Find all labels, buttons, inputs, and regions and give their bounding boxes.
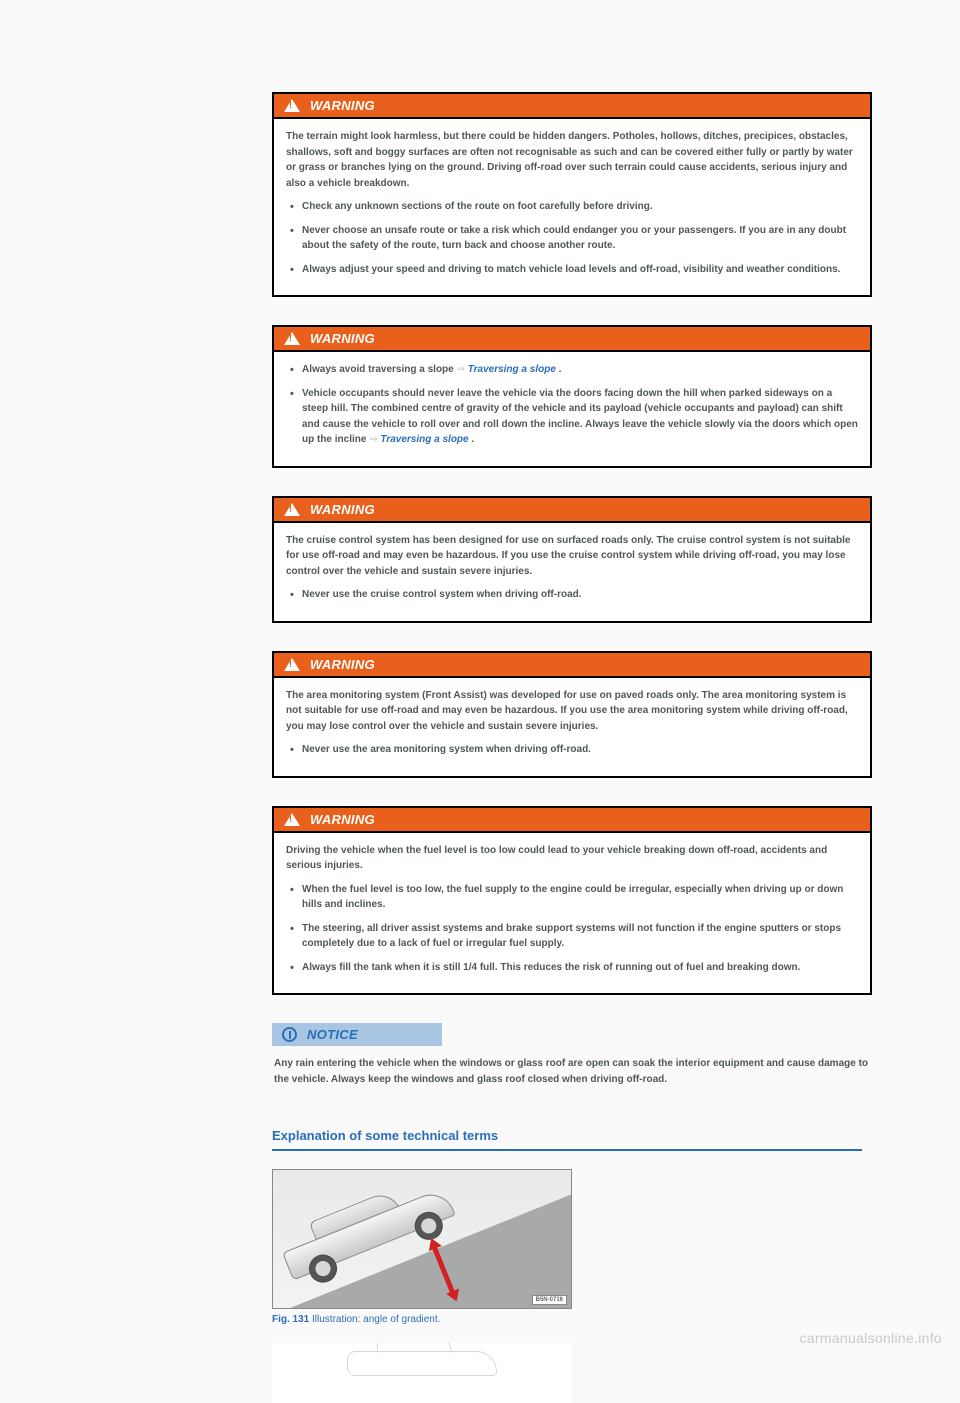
notice-box: NOTICE Any rain entering the vehicle whe… [272,1023,872,1099]
warning-body: The cruise control system has been desig… [274,523,870,621]
warning-body: Always avoid traversing a slope ⇒ Traver… [274,352,870,466]
notice-info-icon [282,1027,297,1042]
warning-label: WARNING [310,331,375,346]
warning-bullet: Never choose an unsafe route or take a r… [288,223,858,254]
warning-intro: The area monitoring system (Front Assist… [286,688,858,735]
notice-body: Any rain entering the vehicle when the w… [272,1046,872,1099]
warning-box-4: WARNING The area monitoring system (Fron… [272,651,872,778]
notice-label: NOTICE [307,1027,358,1042]
warning-triangle-icon [284,658,300,671]
figure-partial [272,1343,572,1403]
warning-intro: The terrain might look harmless, but the… [286,129,858,191]
warning-triangle-icon [284,332,300,345]
warning-bullet: When the fuel level is too low, the fuel… [288,882,858,913]
figure-code-label: B5N-0716 [532,1295,567,1305]
cross-ref-link[interactable]: Traversing a slope [380,434,468,445]
warning-body: The terrain might look harmless, but the… [274,119,870,295]
warning-box-3: WARNING The cruise control system has be… [272,496,872,623]
section-title-wrap: Explanation of some technical terms [272,1127,862,1151]
bullet-text: Always avoid traversing a slope [302,364,457,375]
warning-label: WARNING [310,502,375,517]
notice-text: Any rain entering the vehicle when the w… [274,1056,870,1087]
warning-intro: Driving the vehicle when the fuel level … [286,843,858,874]
warning-bullet: Never use the area monitoring system whe… [288,742,858,758]
warning-bullet: Always adjust your speed and driving to … [288,262,858,278]
warning-label: WARNING [310,812,375,827]
warning-label: WARNING [310,657,375,672]
warning-triangle-icon [284,503,300,516]
bullet-text: . [469,434,475,445]
figure-caption: Fig. 131 Illustration: angle of gradient… [272,1314,872,1325]
watermark: carmanualsonline.info [800,1330,943,1346]
figure-illustration: B5N-0716 [272,1169,572,1309]
warning-header: WARNING [274,808,870,833]
warning-bullet: Never use the cruise control system when… [288,587,858,603]
warning-intro: The cruise control system has been desig… [286,533,858,580]
warning-triangle-icon [284,99,300,112]
warning-header: WARNING [274,498,870,523]
section-title: Explanation of some technical terms [272,1128,498,1143]
warning-box-5: WARNING Driving the vehicle when the fue… [272,806,872,996]
warning-triangle-icon [284,813,300,826]
warning-bullet: Always avoid traversing a slope ⇒ Traver… [288,362,858,378]
warning-header: WARNING [274,653,870,678]
warning-bullet: Check any unknown sections of the route … [288,199,858,215]
link-arrow-icon: ⇒ [369,434,377,445]
warning-header: WARNING [274,327,870,352]
warning-header: WARNING [274,94,870,119]
figure-131: B5N-0716 Fig. 131 Illustration: angle of… [272,1169,872,1325]
warning-bullet: Vehicle occupants should never leave the… [288,386,858,448]
bullet-text: . [556,364,562,375]
warning-body: The area monitoring system (Front Assist… [274,678,870,776]
link-arrow-icon: ⇒ [457,364,465,375]
warning-body: Driving the vehicle when the fuel level … [274,833,870,994]
figure-number: Fig. 131 [272,1314,312,1325]
warning-box-2: WARNING Always avoid traversing a slope … [272,325,872,468]
notice-header: NOTICE [272,1023,442,1046]
figure-caption-text: Illustration: angle of gradient. [312,1314,440,1325]
warning-bullet: Always fill the tank when it is still 1/… [288,960,858,976]
cross-ref-link[interactable]: Traversing a slope [468,364,556,375]
warning-bullet: The steering, all driver assist systems … [288,921,858,952]
warning-box-1: WARNING The terrain might look harmless,… [272,92,872,297]
warning-label: WARNING [310,98,375,113]
